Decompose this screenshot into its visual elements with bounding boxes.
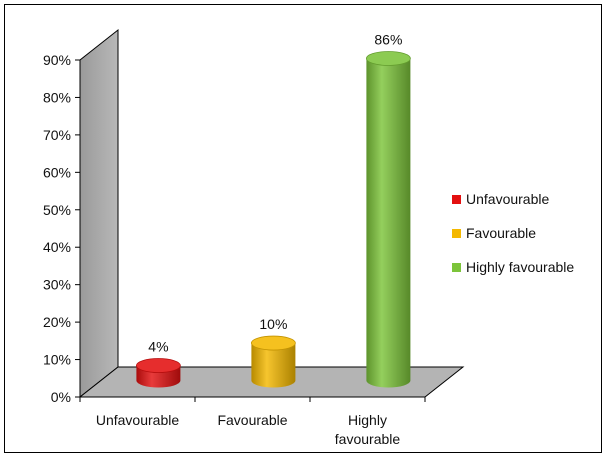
- y-tick-label: 50%: [43, 202, 71, 218]
- y-tick-label: 20%: [43, 314, 71, 330]
- back-wall: [79, 28, 119, 399]
- y-tick-label: 90%: [43, 52, 71, 68]
- bar-top: [250, 335, 296, 351]
- x-tick-label: Unfavourable: [96, 412, 179, 428]
- legend-swatch: [452, 195, 461, 204]
- y-tick-label: 40%: [43, 239, 71, 255]
- legend-label: Highly favourable: [466, 259, 574, 275]
- y-tick-label: 30%: [43, 277, 71, 293]
- data-label: 10%: [259, 316, 287, 332]
- y-tick-label: 80%: [43, 89, 71, 105]
- y-tick-label: 0%: [51, 389, 71, 405]
- bar: [135, 358, 181, 388]
- bar-body: [366, 58, 411, 388]
- legend-label: Unfavourable: [466, 191, 549, 207]
- y-tick-label: 60%: [43, 164, 71, 180]
- legend-swatch: [452, 229, 461, 238]
- bar: [365, 51, 411, 388]
- data-label: 86%: [374, 31, 402, 47]
- y-tick-label: 70%: [43, 127, 71, 143]
- bar-body: [251, 343, 296, 388]
- x-tick-label: Highly favourable: [335, 412, 401, 447]
- bar-top: [365, 51, 411, 66]
- bar: [250, 335, 296, 388]
- data-label: 4%: [148, 339, 168, 355]
- legend-swatch: [452, 263, 461, 272]
- x-tick-label: Favourable: [217, 412, 287, 428]
- legend-label: Favourable: [466, 225, 536, 241]
- y-tick-label: 10%: [43, 352, 71, 368]
- bar-top: [135, 358, 181, 373]
